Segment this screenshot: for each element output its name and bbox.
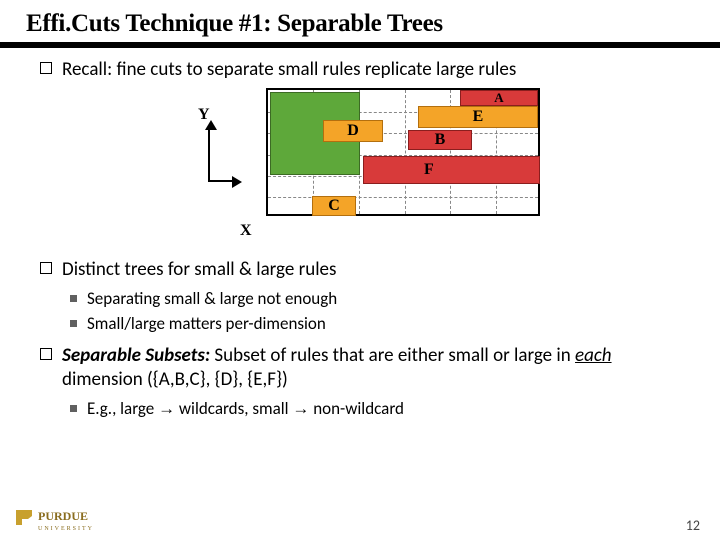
bullet-box-icon <box>40 262 52 274</box>
purdue-logo-icon: PURDUE UNIVERSITY <box>14 506 124 534</box>
axis-x-label: X <box>240 222 252 240</box>
block-a: A <box>460 90 538 106</box>
logo-bot: UNIVERSITY <box>38 526 94 532</box>
bullet-box-icon <box>40 348 52 360</box>
sub-square-icon <box>70 405 77 412</box>
bullet-text: Distinct trees for small & large rules <box>62 258 692 282</box>
txt: E.g., large <box>87 398 158 419</box>
block-f: F <box>363 156 540 184</box>
bullet-recall: Recall: fine cuts to separate small rule… <box>40 58 692 82</box>
body: Recall: fine cuts to separate small rule… <box>0 48 720 419</box>
diagram: Y X <box>186 88 546 248</box>
em-each: each <box>575 344 612 367</box>
label-e: E <box>473 108 484 126</box>
diagram-wrap: Y X <box>40 88 692 248</box>
footer-logo: PURDUE UNIVERSITY <box>14 506 124 534</box>
sub-square-icon <box>70 295 77 302</box>
header: Effi.Cuts Technique #1: Separable Trees <box>0 0 720 38</box>
slide-title: Effi.Cuts Technique #1: Separable Trees <box>26 10 694 38</box>
arrow-icon: → <box>158 399 175 418</box>
txt: dimension ({A,B,C}, {D}, {E,F}) <box>62 368 288 391</box>
sub-eg: E.g., large → wildcards, small → non-wil… <box>70 398 692 419</box>
gridline-v <box>405 90 406 214</box>
label-a: A <box>494 90 503 106</box>
sub-square-icon <box>70 320 77 327</box>
gridline-h <box>268 197 538 198</box>
em-separable: Separable Subsets: <box>62 344 210 367</box>
txt: wildcards, small <box>175 398 292 419</box>
block-e: E <box>418 106 538 128</box>
bullet-text: Recall: fine cuts to separate small rule… <box>62 58 692 82</box>
chart-frame: F D E A B C <box>266 88 540 216</box>
slide: Effi.Cuts Technique #1: Separable Trees … <box>0 0 720 540</box>
sub-text: Small/large matters per-dimension <box>87 313 326 334</box>
arrow-up-icon <box>208 128 210 180</box>
label-f: F <box>424 161 434 179</box>
sub-per-dimension: Small/large matters per-dimension <box>70 313 692 334</box>
page-number: 12 <box>686 517 700 534</box>
arrow-right-icon <box>208 180 234 182</box>
sub-text: E.g., large → wildcards, small → non-wil… <box>87 398 404 419</box>
sub-text: Separating small & large not enough <box>87 288 337 309</box>
block-c: C <box>312 196 356 216</box>
label-b: B <box>435 131 446 149</box>
label-c: C <box>328 197 340 215</box>
block-b: B <box>408 130 472 150</box>
bullet-text: Separable Subsets: Subset of rules that … <box>62 344 692 392</box>
txt: non-wildcard <box>309 398 404 419</box>
txt: Subset of rules that are either small or… <box>210 344 575 367</box>
label-d: D <box>347 122 359 140</box>
arrow-icon: → <box>292 399 309 418</box>
bullet-distinct: Distinct trees for small & large rules <box>40 258 692 282</box>
bullet-separable-subsets: Separable Subsets: Subset of rules that … <box>40 344 692 392</box>
bullet-box-icon <box>40 62 52 74</box>
block-d: D <box>323 120 383 142</box>
logo-top: PURDUE <box>38 509 88 523</box>
sub-sep-not-enough: Separating small & large not enough <box>70 288 692 309</box>
